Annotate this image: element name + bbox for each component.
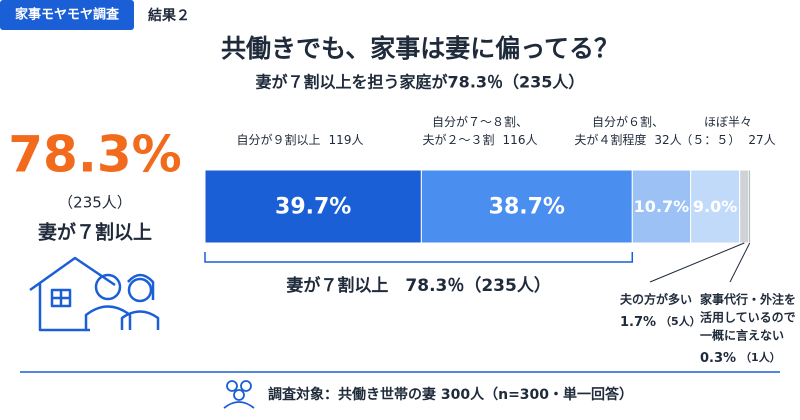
bar-segment <box>748 169 752 244</box>
segment-name: 夫の方が多い <box>619 292 692 307</box>
segment-count: （5人） <box>660 314 701 328</box>
segment-value: 10.7% <box>634 197 690 216</box>
bar-segment <box>739 169 750 244</box>
segment-value: 39.7% <box>275 195 351 220</box>
family-icon <box>29 256 160 332</box>
people-icon <box>223 380 255 409</box>
title: 共働きでも、家事は妻に偏ってる？ <box>221 34 619 63</box>
tag: 家事モヤモヤ調査 <box>15 7 120 23</box>
segment-count: （1人） <box>740 350 781 364</box>
segment-value-text: 0.3% <box>700 351 736 366</box>
segment-name: 活用しているので <box>700 310 796 325</box>
bar-segment <box>690 169 741 244</box>
segment-value: 1.7% （5人） <box>620 314 701 330</box>
footer: 調査対象：共働き世帯の妻 300人（n=300・単一回答） <box>268 386 633 403</box>
segment-value-text: 1.7% <box>620 315 656 330</box>
bracket-label: 妻が７割以上 78.3％（235人） <box>286 275 550 296</box>
segment-name-line: ほぼ半々 <box>704 115 752 129</box>
segment-value: 38.7% <box>489 195 565 220</box>
segment-name: 自分が９割以上 119人 <box>237 132 364 147</box>
segment-name-line: 自分が６割、 <box>592 114 664 129</box>
highlight-count: （235人） <box>58 194 132 212</box>
segment-name: 夫が２〜３割 116人 <box>423 132 538 147</box>
section: 結果２ <box>148 7 190 24</box>
segment-name: ほぼ半々 <box>704 115 752 129</box>
segment-name-line: 自分が７〜８割、 <box>432 114 528 129</box>
segment-count: 32人 <box>654 133 681 147</box>
segment-count: 116人 <box>503 133 538 147</box>
leader-line <box>729 242 751 283</box>
bar-segment <box>204 169 422 244</box>
highlight-value: 78.3% <box>8 126 181 184</box>
segment-name: 夫が４割程度 32人 <box>574 132 681 147</box>
tag-box <box>0 0 134 30</box>
segment-count: 119人 <box>329 133 364 147</box>
segment-count: 27人 <box>748 133 775 147</box>
segment-name: （５：５） 27人 <box>680 133 775 147</box>
bar-segment <box>420 169 633 244</box>
subtitle: 妻が７割以上を担う家庭が78.3％（235人） <box>256 73 585 92</box>
segment-value: 9.0% <box>693 197 737 216</box>
segment-name-line: 夫が２〜３割 <box>423 132 495 147</box>
segment-name-line: 夫が４割程度 <box>574 132 646 147</box>
bracket <box>204 252 634 263</box>
bar-segment <box>631 169 692 244</box>
leader-line <box>649 242 745 283</box>
segment-value: 0.3% （1人） <box>700 350 781 366</box>
segment-name: 自分が７〜８割、 <box>432 114 528 129</box>
highlight-caption: 妻が７割以上 <box>38 221 152 244</box>
segment-name: 自分が６割、 <box>592 114 664 129</box>
segment-name: 家事代行・外注を <box>700 292 796 307</box>
segment-name: 一概に言えない <box>700 328 784 343</box>
segment-name-line: （５：５） <box>680 133 740 147</box>
segment-name-line: 自分が９割以上 <box>237 132 321 147</box>
